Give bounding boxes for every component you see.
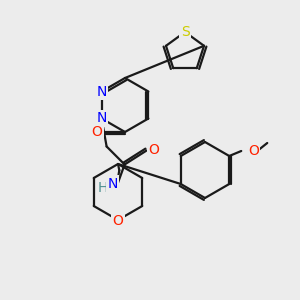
Text: O: O [248,144,259,158]
Text: N: N [96,85,107,98]
Text: O: O [92,125,102,139]
Text: O: O [148,142,159,157]
Text: N: N [107,176,118,190]
Text: S: S [181,25,189,39]
Text: N: N [96,112,107,125]
Text: H: H [98,182,108,196]
Text: O: O [112,214,123,228]
